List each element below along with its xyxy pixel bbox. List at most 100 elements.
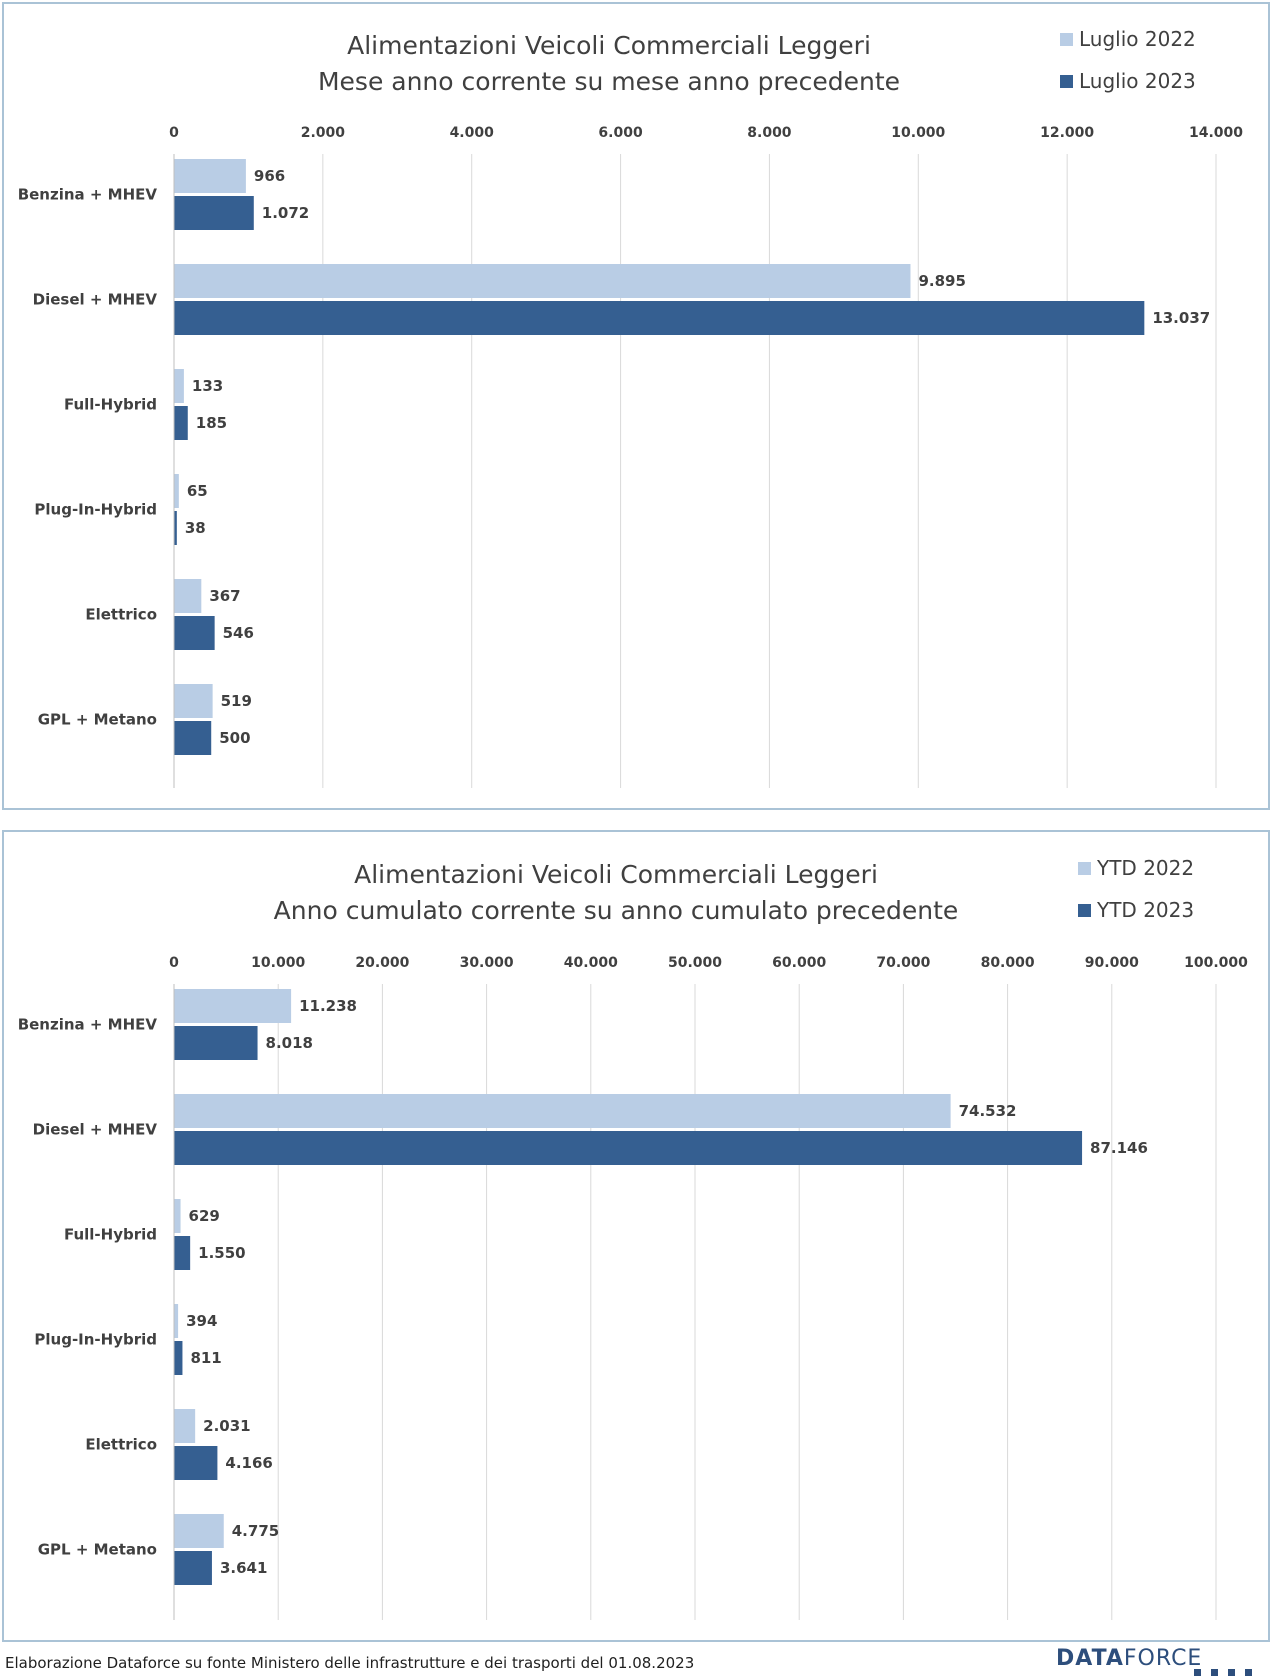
tick-label: 0: [169, 125, 179, 141]
data-label: 38: [185, 519, 206, 537]
footer: Elaborazione Dataforce su fonte Minister…: [0, 1644, 1276, 1676]
bar: [174, 196, 254, 230]
chart-monthly: Alimentazioni Veicoli Commerciali Legger…: [18, 27, 1243, 788]
bar: [174, 579, 202, 613]
tick-label: 2.000: [301, 125, 346, 141]
legend-swatch: [1060, 33, 1073, 46]
bar: [174, 1026, 258, 1060]
data-label: 87.146: [1090, 1139, 1148, 1157]
legend-swatch: [1078, 862, 1091, 875]
logo-text-light: FORCE: [1123, 1646, 1203, 1671]
tick-label: 50.000: [668, 955, 722, 971]
data-label: 4.775: [232, 1522, 279, 1540]
bar: [174, 406, 188, 440]
bar: [174, 1199, 181, 1233]
source-note: Elaborazione Dataforce su fonte Minister…: [5, 1654, 695, 1672]
data-label: 966: [254, 167, 285, 185]
tick-label: 10.000: [251, 955, 305, 971]
data-label: 1.550: [198, 1244, 245, 1262]
chart-title: Alimentazioni Veicoli Commerciali Legger…: [354, 860, 878, 889]
data-label: 4.166: [225, 1454, 272, 1472]
data-label: 8.018: [266, 1034, 313, 1052]
data-label: 500: [219, 729, 250, 747]
legend-label: YTD 2022: [1096, 856, 1194, 880]
tick-label: 0: [169, 955, 179, 971]
category-label: Benzina + MHEV: [18, 1016, 158, 1034]
logo-text-bold: DATA: [1056, 1646, 1124, 1671]
category-label: Elettrico: [85, 1436, 157, 1454]
data-label: 3.641: [220, 1559, 267, 1577]
tick-label: 6.000: [598, 125, 643, 141]
chart-panel-monthly: Alimentazioni Veicoli Commerciali Legger…: [2, 2, 1270, 810]
legend-swatch: [1060, 75, 1073, 88]
data-label: 185: [196, 414, 227, 432]
bar: [174, 616, 215, 650]
category-label: Elettrico: [85, 606, 157, 624]
data-label: 65: [187, 482, 208, 500]
tick-label: 4.000: [450, 125, 495, 141]
data-label: 394: [186, 1312, 217, 1330]
data-label: 2.031: [203, 1417, 250, 1435]
tick-label: 30.000: [460, 955, 514, 971]
data-label: 546: [223, 624, 254, 642]
chart-ytd: Alimentazioni Veicoli Commerciali Legger…: [18, 856, 1248, 1620]
bar: [174, 989, 292, 1023]
bar: [174, 474, 179, 508]
tick-label: 8.000: [747, 125, 792, 141]
legend-label: YTD 2023: [1096, 898, 1194, 922]
category-label: GPL + Metano: [38, 1541, 157, 1559]
bar: [174, 369, 184, 403]
data-label: 9.895: [918, 272, 965, 290]
tick-label: 70.000: [876, 955, 930, 971]
category-label: Full-Hybrid: [64, 1226, 157, 1244]
bar: [174, 1409, 196, 1443]
tick-label: 20.000: [355, 955, 409, 971]
category-label: Benzina + MHEV: [18, 186, 158, 204]
category-label: Full-Hybrid: [64, 396, 157, 414]
tick-label: 90.000: [1085, 955, 1139, 971]
tick-label: 14.000: [1189, 125, 1243, 141]
category-label: GPL + Metano: [38, 711, 157, 729]
data-label: 1.072: [262, 204, 309, 222]
bar: [174, 1446, 218, 1480]
logo-dots-icon: [1194, 1668, 1254, 1676]
data-label: 629: [189, 1207, 220, 1225]
chart-subtitle: Mese anno corrente su mese anno preceden…: [318, 67, 900, 96]
bar: [174, 1131, 1083, 1165]
data-label: 519: [221, 692, 252, 710]
category-label: Plug-In-Hybrid: [34, 501, 157, 519]
bar: [174, 264, 911, 298]
bar: [174, 721, 212, 755]
data-label: 133: [192, 377, 223, 395]
bar: [174, 1236, 191, 1270]
logo-text: DATAFORCE: [1056, 1646, 1202, 1671]
legend-swatch: [1078, 904, 1091, 917]
bar: [174, 301, 1145, 335]
tick-label: 10.000: [891, 125, 945, 141]
data-label: 367: [209, 587, 240, 605]
tick-label: 12.000: [1040, 125, 1094, 141]
tick-label: 60.000: [772, 955, 826, 971]
dataforce-logo: DATAFORCE: [1056, 1646, 1252, 1676]
bar: [174, 1094, 951, 1128]
bar: [174, 1551, 212, 1585]
tick-label: 100.000: [1184, 955, 1248, 971]
chart-title: Alimentazioni Veicoli Commerciali Legger…: [347, 31, 871, 60]
category-label: Plug-In-Hybrid: [34, 1331, 157, 1349]
category-label: Diesel + MHEV: [33, 291, 158, 309]
chart-panel-ytd: Alimentazioni Veicoli Commerciali Legger…: [2, 830, 1270, 1642]
legend-label: Luglio 2023: [1079, 69, 1196, 93]
bar: [174, 1514, 224, 1548]
tick-label: 40.000: [564, 955, 618, 971]
category-label: Diesel + MHEV: [33, 1121, 158, 1139]
bar: [174, 511, 177, 545]
bar: [174, 684, 213, 718]
data-label: 13.037: [1152, 309, 1210, 327]
data-label: 74.532: [959, 1102, 1017, 1120]
bar: [174, 1341, 183, 1375]
bar: [174, 159, 246, 193]
bar: [174, 1304, 179, 1338]
chart-subtitle: Anno cumulato corrente su anno cumulato …: [274, 896, 959, 925]
data-label: 811: [190, 1349, 221, 1367]
data-label: 11.238: [299, 997, 357, 1015]
